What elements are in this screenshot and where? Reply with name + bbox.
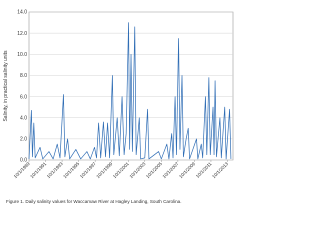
y-tick-label: 8.0 <box>20 73 27 79</box>
y-tick-label: 0.0 <box>20 158 27 164</box>
salinity-line <box>28 22 232 160</box>
y-tick-label: 2.0 <box>20 137 27 143</box>
caption: Figure 1. Daily salinity values for Wacc… <box>6 199 182 204</box>
background <box>0 0 239 211</box>
page: {"chart_data": { "type": "line", "y_labe… <box>0 0 239 211</box>
y-tick-label: 4.0 <box>20 115 27 121</box>
y-tick-label: 14.0 <box>17 10 27 16</box>
y-tick-label: 6.0 <box>20 94 27 100</box>
y-axis-label: Salinity, in practical salinity units <box>3 50 9 122</box>
y-tick-label: 10.0 <box>17 52 27 58</box>
chart: Salinity, in practical salinity units Fi… <box>0 0 239 211</box>
y-tick-label: 12.0 <box>17 31 27 37</box>
